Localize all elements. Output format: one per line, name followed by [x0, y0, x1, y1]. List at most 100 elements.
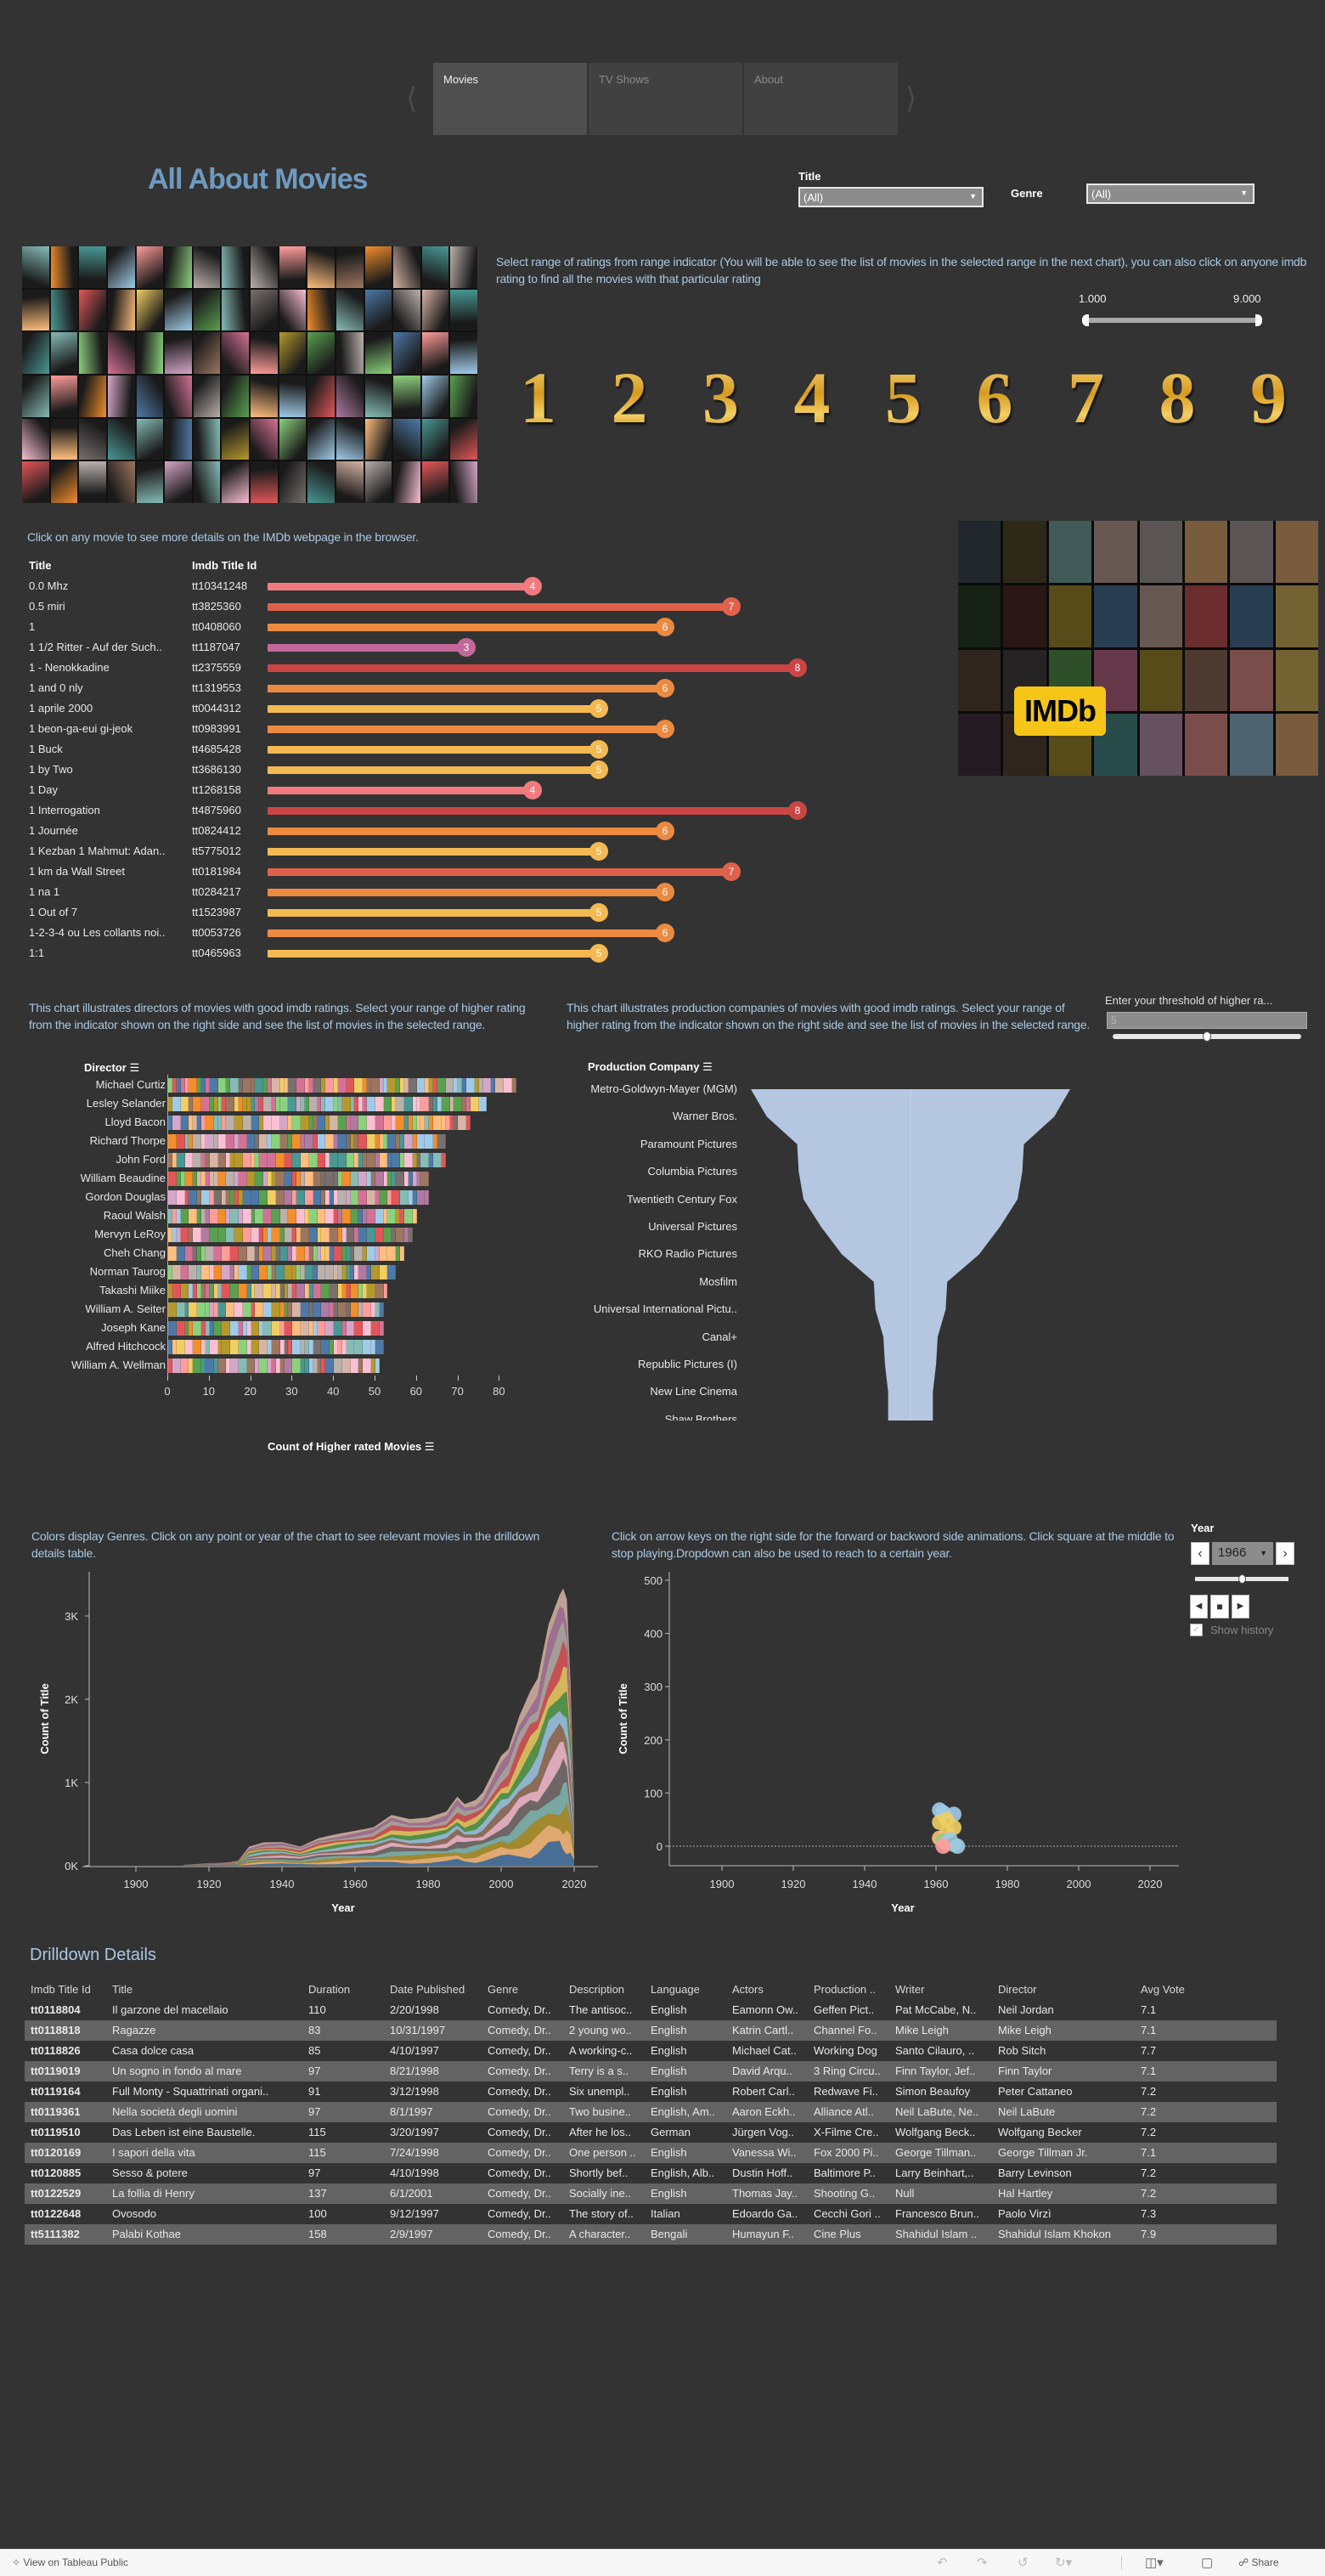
movie-segment[interactable]	[383, 1172, 388, 1186]
movie-segment[interactable]	[396, 1172, 404, 1186]
movie-segment[interactable]	[304, 1097, 309, 1111]
movie-segment[interactable]	[259, 1116, 264, 1130]
movie-row[interactable]: 1 1/2 Ritter - Auf der Such.. tt1187047 3	[0, 637, 815, 658]
movie-segment[interactable]	[189, 1284, 194, 1298]
movie-segment[interactable]	[482, 1078, 492, 1093]
movie-imdb-id[interactable]: tt0181984	[192, 865, 241, 878]
movie-segment[interactable]	[308, 1153, 318, 1167]
movie-segment[interactable]	[396, 1228, 404, 1242]
movie-segment[interactable]	[363, 1321, 371, 1336]
rating-badge[interactable]: 6	[656, 618, 674, 636]
production-company-label[interactable]: Columbia Pictures	[647, 1165, 738, 1178]
movie-imdb-id[interactable]: tt0465963	[192, 946, 241, 959]
movie-segment[interactable]	[341, 1284, 347, 1298]
rating-badge[interactable]: 6	[656, 822, 674, 840]
movie-segment[interactable]	[304, 1246, 309, 1261]
movie-segment[interactable]	[271, 1246, 276, 1261]
movie-segment[interactable]	[370, 1078, 380, 1093]
movie-row[interactable]: 1 na 1 tt0284217 6	[0, 882, 815, 902]
movie-segment[interactable]	[466, 1116, 471, 1130]
movie-segment[interactable]	[284, 1078, 289, 1093]
movie-segment[interactable]	[337, 1284, 342, 1298]
movie-segment[interactable]	[217, 1134, 227, 1149]
movie-segment[interactable]	[246, 1321, 251, 1336]
movie-segment[interactable]	[205, 1359, 214, 1373]
movie-segment[interactable]	[279, 1284, 285, 1298]
movie-segment[interactable]	[337, 1302, 347, 1317]
movie-segment[interactable]	[449, 1097, 454, 1111]
production-company-label[interactable]: RKO Radio Pictures	[638, 1247, 737, 1261]
movie-segment[interactable]	[308, 1078, 313, 1093]
movie-segment[interactable]	[458, 1078, 463, 1093]
movie-segment[interactable]	[363, 1284, 367, 1298]
movie-segment[interactable]	[367, 1172, 371, 1186]
movie-segment[interactable]	[251, 1340, 260, 1354]
production-company-label[interactable]: Paramount Pictures	[640, 1137, 737, 1150]
movie-segment[interactable]	[313, 1302, 322, 1317]
column-header[interactable]: Genre	[488, 1983, 519, 1996]
movie-segment[interactable]	[363, 1246, 367, 1261]
movie-segment[interactable]	[412, 1116, 417, 1130]
movie-segment[interactable]	[184, 1340, 194, 1354]
column-header[interactable]: Date Published	[390, 1983, 465, 1996]
movie-segment[interactable]	[184, 1321, 189, 1336]
movie-segment[interactable]	[392, 1153, 400, 1167]
movie-segment[interactable]	[416, 1097, 421, 1111]
movie-segment[interactable]	[176, 1153, 185, 1167]
movie-segment[interactable]	[367, 1078, 371, 1093]
table-row[interactable]: tt0122648 Ovosodo 100 9/12/1997 Comedy, Dr..…	[25, 2204, 1277, 2224]
movie-segment[interactable]	[358, 1172, 367, 1186]
movie-segment[interactable]	[416, 1153, 421, 1167]
movie-segment[interactable]	[375, 1209, 384, 1223]
movie-segment[interactable]	[341, 1359, 351, 1373]
movie-segment[interactable]	[251, 1153, 256, 1167]
movie-segment[interactable]	[334, 1078, 338, 1093]
movie-segment[interactable]	[275, 1172, 285, 1186]
movie-segment[interactable]	[301, 1116, 309, 1130]
movie-segment[interactable]	[193, 1359, 201, 1373]
director-bar[interactable]	[168, 1172, 430, 1186]
movie-segment[interactable]	[375, 1284, 384, 1298]
director-bar[interactable]	[168, 1209, 417, 1223]
rating-digit-4[interactable]: 4	[793, 357, 831, 438]
movie-segment[interactable]	[325, 1078, 334, 1093]
movie-title[interactable]: 1 Journée	[29, 824, 78, 837]
movie-segment[interactable]	[416, 1078, 426, 1093]
column-header[interactable]: Writer	[895, 1983, 925, 1996]
movie-segment[interactable]	[367, 1284, 375, 1298]
movie-segment[interactable]	[201, 1228, 210, 1242]
movie-segment[interactable]	[226, 1359, 231, 1373]
movie-segment[interactable]	[184, 1302, 189, 1317]
movie-segment[interactable]	[383, 1097, 392, 1111]
director-bar[interactable]	[168, 1134, 446, 1149]
redo-icon[interactable]: ↷	[977, 2556, 988, 2570]
movie-title[interactable]: 1 Buck	[29, 743, 63, 755]
movie-row[interactable]: 1 tt0408060 6	[0, 617, 815, 637]
movie-segment[interactable]	[403, 1078, 409, 1093]
movie-segment[interactable]	[408, 1190, 413, 1205]
movie-segment[interactable]	[321, 1246, 326, 1261]
movie-segment[interactable]	[168, 1116, 172, 1130]
movie-row[interactable]: 1 aprile 2000 tt0044312 5	[0, 698, 815, 719]
nav-prev-button[interactable]: ⟨	[406, 82, 417, 116]
movie-segment[interactable]	[325, 1359, 334, 1373]
movie-segment[interactable]	[234, 1116, 243, 1130]
movie-segment[interactable]	[354, 1246, 364, 1261]
movie-segment[interactable]	[308, 1209, 318, 1223]
movie-segment[interactable]	[334, 1190, 338, 1205]
movie-segment[interactable]	[279, 1134, 289, 1149]
director-bar[interactable]	[168, 1190, 430, 1205]
movie-segment[interactable]	[441, 1153, 446, 1167]
movie-segment[interactable]	[334, 1302, 338, 1317]
movie-segment[interactable]	[180, 1078, 185, 1093]
movie-segment[interactable]	[205, 1209, 210, 1223]
movie-segment[interactable]	[296, 1284, 305, 1298]
movie-segment[interactable]	[301, 1265, 305, 1280]
movie-segment[interactable]	[209, 1265, 214, 1280]
movie-segment[interactable]	[279, 1340, 285, 1354]
director-label[interactable]: Alfred Hitchcock	[86, 1340, 166, 1353]
movie-segment[interactable]	[209, 1321, 214, 1336]
movie-segment[interactable]	[234, 1153, 243, 1167]
rating-bar[interactable]	[268, 624, 665, 631]
movie-imdb-id[interactable]: tt1187047	[192, 641, 240, 653]
